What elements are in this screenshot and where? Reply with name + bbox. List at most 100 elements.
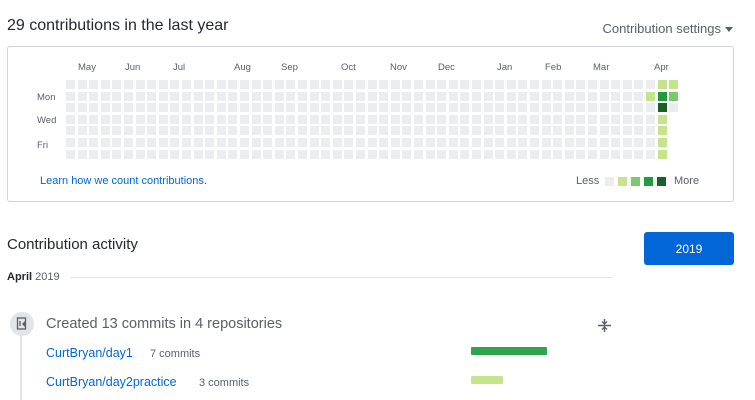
contribution-day[interactable]	[495, 114, 505, 124]
contribution-day[interactable]	[634, 103, 644, 113]
contribution-day[interactable]	[124, 126, 133, 136]
contribution-day[interactable]	[506, 149, 516, 159]
contribution-day[interactable]	[251, 138, 261, 147]
contribution-day[interactable]	[356, 80, 365, 89]
contribution-day[interactable]	[530, 103, 539, 113]
contribution-day[interactable]	[576, 138, 586, 147]
contribution-day[interactable]	[170, 91, 180, 101]
contribution-day[interactable]	[182, 138, 191, 147]
contribution-day[interactable]	[251, 80, 261, 89]
contribution-day[interactable]	[576, 126, 586, 136]
contribution-day[interactable]	[657, 80, 667, 89]
contribution-day[interactable]	[495, 80, 505, 89]
contribution-day[interactable]	[634, 114, 644, 124]
contribution-day[interactable]	[402, 103, 412, 113]
contribution-day[interactable]	[425, 80, 435, 89]
contribution-day[interactable]	[553, 138, 563, 147]
contribution-day[interactable]	[414, 114, 423, 124]
contribution-day[interactable]	[135, 80, 145, 89]
contribution-day[interactable]	[251, 114, 261, 124]
contribution-day[interactable]	[193, 126, 203, 136]
contribution-day[interactable]	[147, 138, 157, 147]
contribution-day[interactable]	[599, 149, 609, 159]
contribution-day[interactable]	[147, 126, 157, 136]
contribution-day[interactable]	[112, 80, 122, 89]
contribution-day[interactable]	[634, 149, 644, 159]
contribution-day[interactable]	[588, 91, 597, 101]
contribution-day[interactable]	[367, 126, 377, 136]
contribution-day[interactable]	[483, 91, 493, 101]
contribution-day[interactable]	[518, 80, 528, 89]
contribution-day[interactable]	[321, 149, 331, 159]
contribution-day[interactable]	[564, 138, 574, 147]
contribution-day[interactable]	[564, 114, 574, 124]
contribution-day[interactable]	[112, 126, 122, 136]
contribution-day[interactable]	[263, 126, 273, 136]
contribution-day[interactable]	[390, 149, 400, 159]
contribution-day[interactable]	[147, 114, 157, 124]
contribution-day[interactable]	[309, 114, 319, 124]
contribution-day[interactable]	[425, 91, 435, 101]
contribution-day[interactable]	[611, 91, 621, 101]
contribution-day[interactable]	[228, 114, 238, 124]
contribution-day[interactable]	[553, 149, 563, 159]
contribution-day[interactable]	[309, 149, 319, 159]
contribution-day[interactable]	[344, 80, 354, 89]
contribution-day[interactable]	[425, 126, 435, 136]
contribution-day[interactable]	[379, 80, 389, 89]
contribution-day[interactable]	[472, 126, 481, 136]
contribution-day[interactable]	[240, 138, 249, 147]
contribution-day[interactable]	[205, 80, 215, 89]
contribution-day[interactable]	[599, 114, 609, 124]
contribution-day[interactable]	[182, 114, 191, 124]
contribution-day[interactable]	[437, 138, 447, 147]
contribution-day[interactable]	[170, 80, 180, 89]
contribution-day[interactable]	[216, 138, 226, 147]
contribution-day[interactable]	[274, 80, 284, 89]
contribution-day[interactable]	[414, 80, 423, 89]
contribution-day[interactable]	[448, 126, 458, 136]
contribution-day[interactable]	[170, 138, 180, 147]
contribution-day[interactable]	[553, 91, 563, 101]
contribution-day[interactable]	[622, 149, 632, 159]
contribution-day[interactable]	[158, 91, 168, 101]
contribution-day[interactable]	[309, 91, 319, 101]
contribution-day[interactable]	[576, 103, 586, 113]
contribution-day[interactable]	[309, 126, 319, 136]
contribution-day[interactable]	[182, 103, 191, 113]
contribution-day[interactable]	[182, 149, 191, 159]
contribution-day[interactable]	[298, 91, 307, 101]
contribution-day[interactable]	[332, 138, 342, 147]
contribution-day[interactable]	[646, 80, 655, 89]
contribution-day[interactable]	[216, 126, 226, 136]
contribution-day[interactable]	[309, 138, 319, 147]
contribution-day[interactable]	[298, 126, 307, 136]
contribution-day[interactable]	[518, 103, 528, 113]
contribution-day[interactable]	[89, 149, 99, 159]
contribution-day[interactable]	[332, 91, 342, 101]
contribution-day[interactable]	[599, 103, 609, 113]
contribution-day[interactable]	[646, 138, 655, 147]
contribution-day[interactable]	[193, 138, 203, 147]
contribution-day[interactable]	[425, 138, 435, 147]
contribution-day[interactable]	[274, 126, 284, 136]
contribution-day[interactable]	[646, 103, 655, 113]
contribution-day[interactable]	[89, 138, 99, 147]
contribution-day[interactable]	[66, 138, 75, 147]
contribution-day[interactable]	[588, 114, 597, 124]
contribution-day[interactable]	[379, 126, 389, 136]
contribution-day[interactable]	[367, 103, 377, 113]
contribution-day[interactable]	[657, 114, 667, 124]
year-2019-button[interactable]: 2019	[644, 232, 734, 265]
contribution-day[interactable]	[216, 149, 226, 159]
contribution-day[interactable]	[77, 138, 87, 147]
contribution-day[interactable]	[158, 138, 168, 147]
contribution-day[interactable]	[448, 114, 458, 124]
contribution-day[interactable]	[344, 114, 354, 124]
contribution-day[interactable]	[599, 138, 609, 147]
contribution-day[interactable]	[390, 80, 400, 89]
contribution-day[interactable]	[193, 114, 203, 124]
contribution-day[interactable]	[611, 126, 621, 136]
contribution-day[interactable]	[588, 126, 597, 136]
contribution-day[interactable]	[495, 91, 505, 101]
